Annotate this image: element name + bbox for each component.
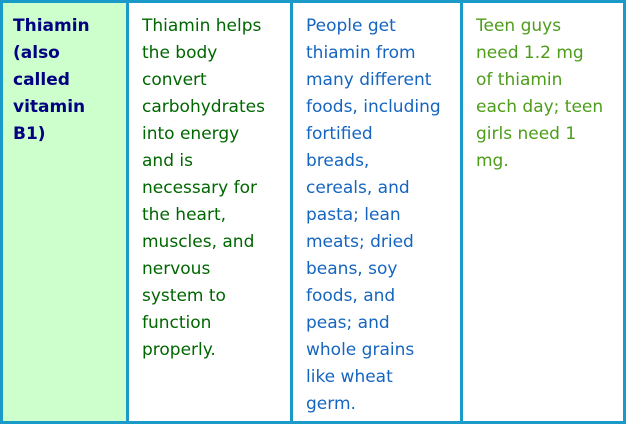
nutrient-function-cell: Thiamin helps the body convert carbohydr… (129, 3, 290, 421)
daily-needs-cell: Teen guys need 1.2 mg of thiamin each da… (463, 3, 623, 421)
nutrient-name-cell: Thiamin (also called vitamin B1) (3, 3, 126, 421)
nutrient-sources-cell: People get thiamin from many different f… (293, 3, 460, 421)
